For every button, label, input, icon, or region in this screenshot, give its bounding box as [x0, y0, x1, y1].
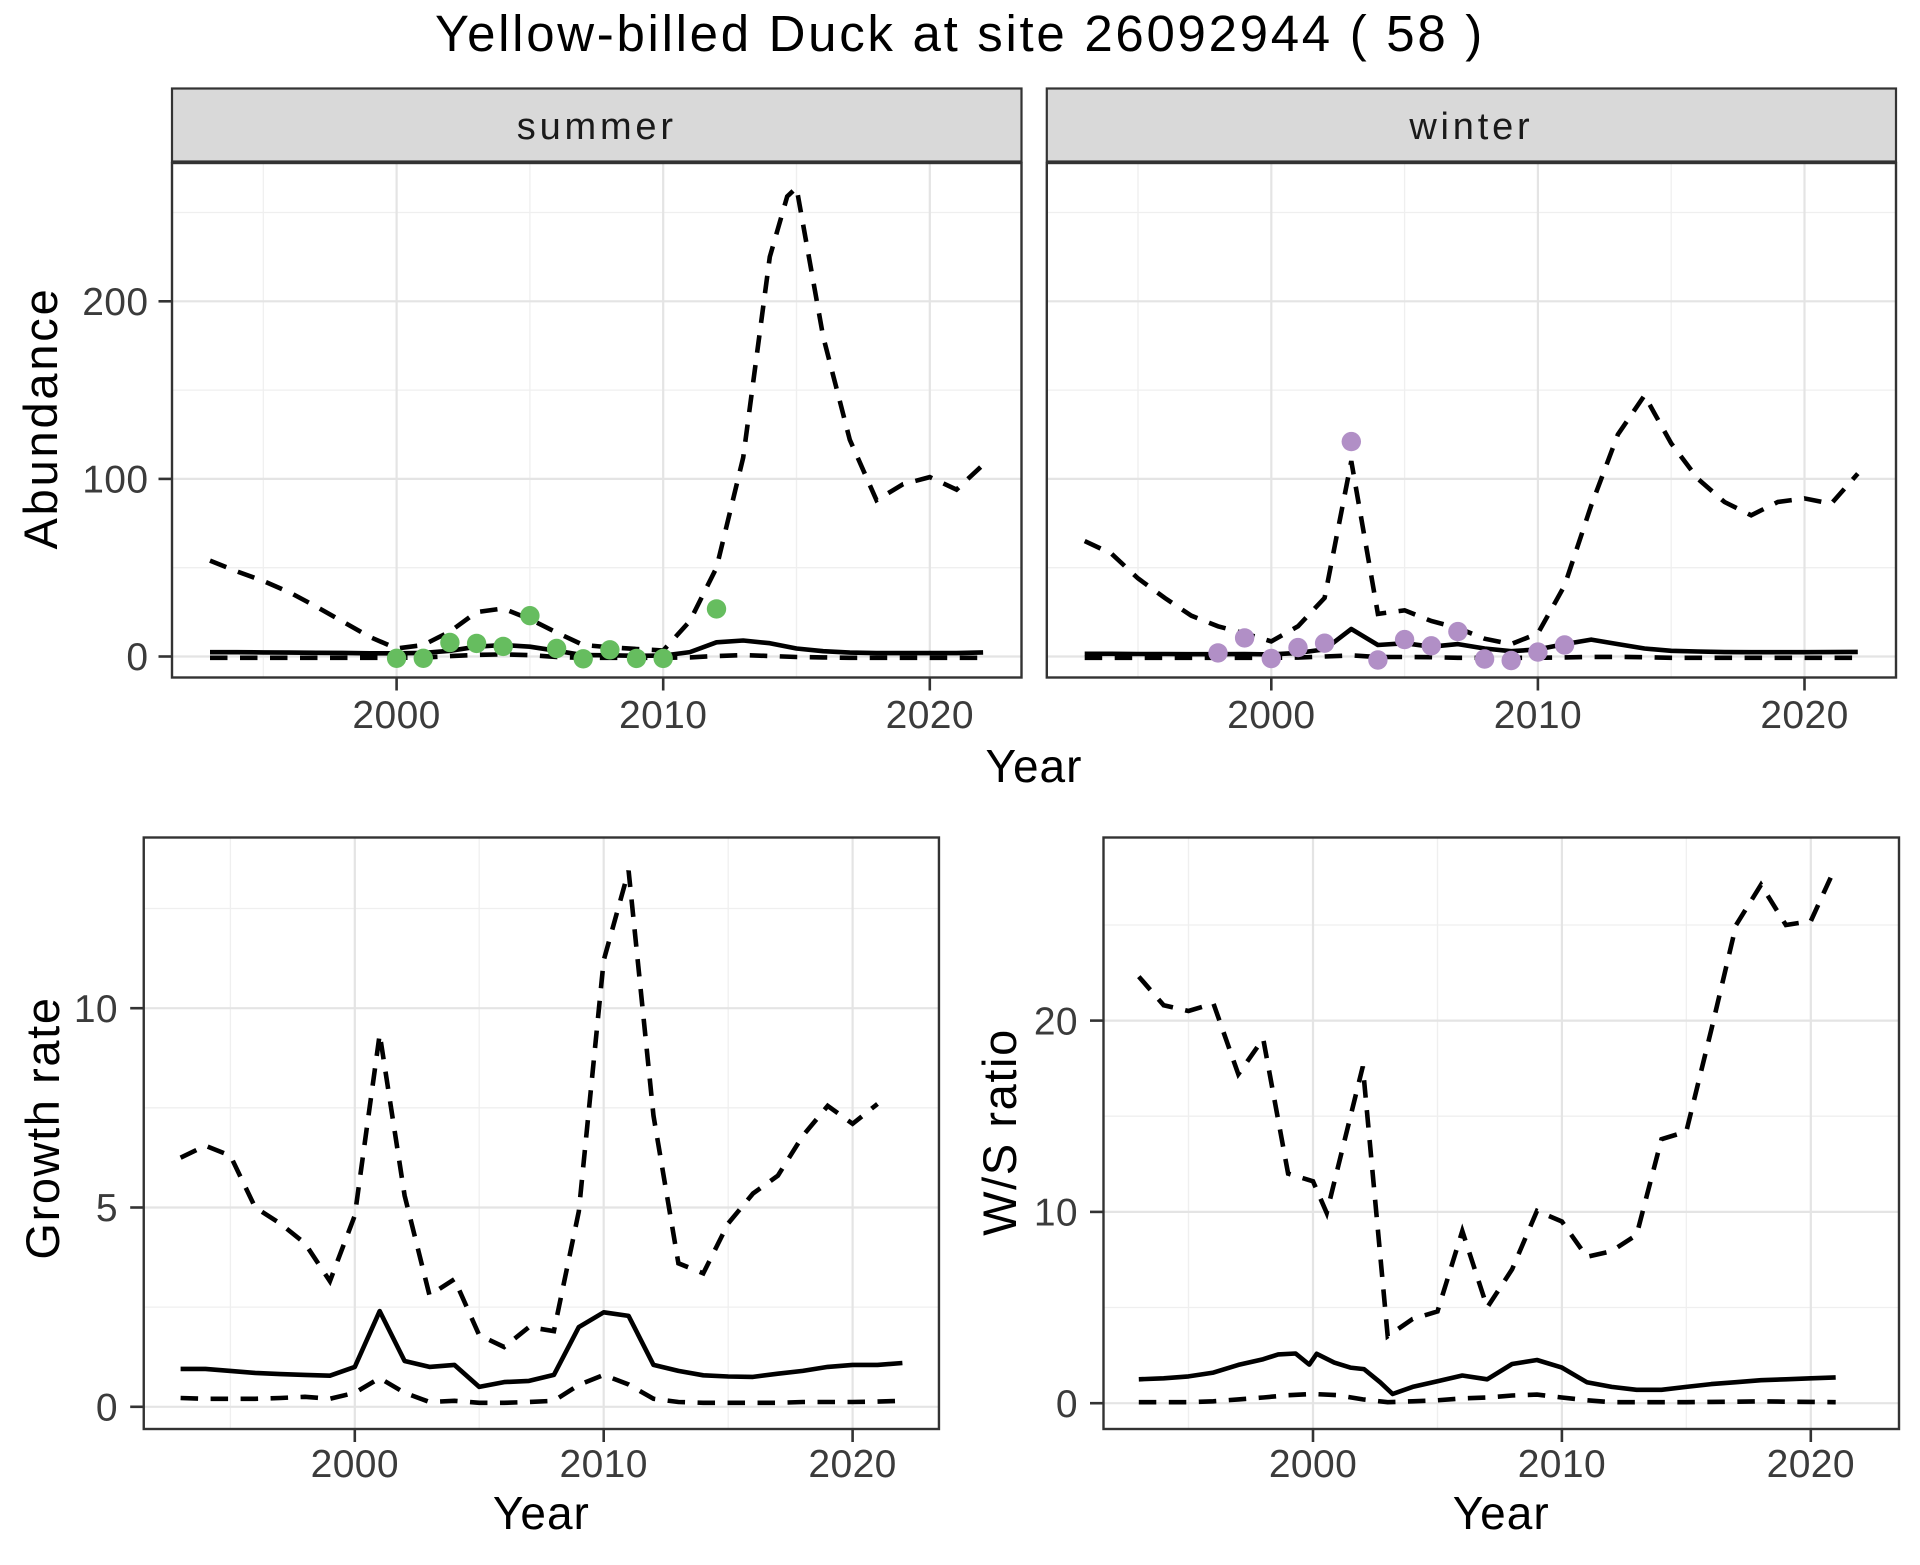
svg-text:10: 10	[1034, 1192, 1078, 1235]
svg-text:2020: 2020	[886, 694, 974, 737]
svg-text:2000: 2000	[352, 694, 440, 737]
svg-text:20: 20	[1034, 1000, 1078, 1043]
svg-text:10: 10	[74, 988, 118, 1031]
svg-text:2000: 2000	[311, 1443, 399, 1486]
svg-text:2010: 2010	[1494, 694, 1582, 737]
svg-text:winter: winter	[1408, 106, 1533, 148]
svg-text:Year: Year	[1453, 1487, 1550, 1539]
svg-text:2010: 2010	[1518, 1443, 1606, 1486]
svg-text:2020: 2020	[808, 1443, 896, 1486]
svg-text:Abundance: Abundance	[14, 286, 67, 549]
svg-text:2000: 2000	[1269, 1443, 1357, 1486]
svg-text:W/S ratio: W/S ratio	[973, 1028, 1026, 1236]
svg-text:0: 0	[126, 636, 148, 679]
svg-text:2020: 2020	[1760, 694, 1848, 737]
svg-text:2000: 2000	[1227, 694, 1315, 737]
svg-text:Yellow-billed Duck at site 260: Yellow-billed Duck at site 26092944 ( 58…	[435, 5, 1485, 62]
svg-text:2010: 2010	[619, 694, 707, 737]
svg-text:5: 5	[96, 1187, 118, 1230]
svg-text:2010: 2010	[560, 1443, 648, 1486]
svg-text:0: 0	[96, 1387, 118, 1430]
svg-text:2020: 2020	[1767, 1443, 1855, 1486]
svg-text:200: 200	[82, 281, 148, 324]
svg-text:Year: Year	[986, 740, 1083, 792]
svg-text:100: 100	[82, 459, 148, 502]
svg-text:Growth rate: Growth rate	[16, 996, 69, 1259]
svg-text:Year: Year	[493, 1487, 590, 1539]
svg-text:summer: summer	[517, 106, 677, 148]
svg-text:0: 0	[1056, 1383, 1078, 1426]
